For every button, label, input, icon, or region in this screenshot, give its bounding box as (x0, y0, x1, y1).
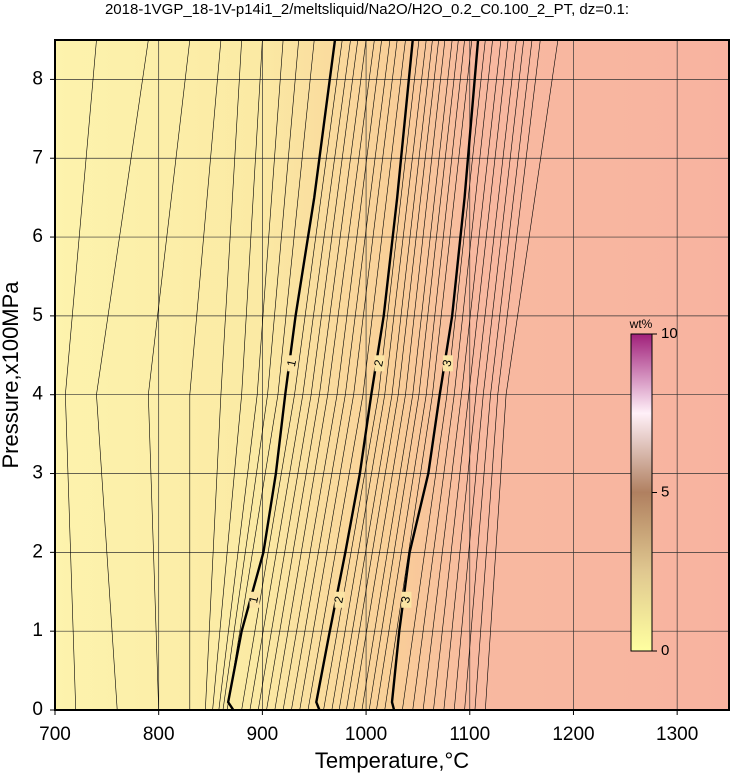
minor-contour (346, 39, 439, 711)
contour-label: 3 (398, 595, 413, 605)
colorbar-ticks: 0 5 10 (652, 325, 678, 659)
contour-label: 2 (371, 358, 386, 368)
minor-contour (249, 39, 351, 711)
minor-contour (226, 39, 315, 711)
minor-contour (353, 39, 446, 711)
contour-label-bg (249, 591, 260, 608)
contour-label-bg (401, 591, 412, 608)
minor-contour (148, 39, 191, 711)
minor-contour (412, 39, 493, 711)
contour-label: 1 (246, 595, 261, 605)
colorbar (630, 333, 653, 652)
y-tick-label: 7 (32, 147, 43, 168)
y-tick-label: 3 (32, 463, 43, 484)
minor-contour (464, 39, 533, 711)
contour-label-bg (374, 355, 385, 372)
minor-contour (212, 39, 263, 711)
minor-contour (485, 39, 559, 711)
minor-contour (65, 39, 97, 711)
minor-contour (291, 39, 391, 711)
colorbar-label: wt% (629, 317, 653, 331)
minor-contour (218, 39, 284, 711)
contour-label: 1 (284, 358, 299, 368)
minor-contour (443, 39, 517, 711)
colorbar-tick-label: 10 (661, 325, 678, 342)
y-tick-label: 0 (32, 699, 43, 720)
contours: 1 1 2 2 3 3 (65, 39, 559, 711)
minor-contour (338, 39, 433, 711)
minor-contour (368, 39, 459, 711)
minor-contour (384, 39, 473, 711)
x-axis-label: Temperature,°C (315, 748, 469, 773)
chart-title: 2018-1VGP_18-1V-p14i1_2/meltsliquid/Na2O… (105, 1, 629, 18)
major-contour (390, 39, 480, 711)
y-tick-label: 2 (32, 541, 43, 562)
x-tick-label: 1300 (656, 724, 698, 745)
minor-contour (433, 39, 509, 711)
colorbar-tick-label: 5 (661, 483, 669, 500)
minor-contour (257, 39, 359, 711)
minor-contour (474, 39, 541, 711)
colorbar-tick-label: 0 (661, 642, 669, 659)
minor-contour (299, 39, 398, 711)
y-tick-label: 5 (32, 305, 43, 326)
minor-contour (307, 39, 406, 711)
minor-contour (453, 39, 524, 711)
minor-contour (361, 39, 453, 711)
minor-contour (189, 39, 222, 710)
x-tick-label: 1100 (449, 724, 490, 745)
minor-contour (282, 39, 382, 711)
y-tick-label: 6 (32, 226, 43, 247)
contour-label-bg (334, 591, 345, 608)
contour-label: 3 (440, 358, 455, 368)
x-tick-label: 1200 (552, 724, 594, 745)
major-contour (315, 39, 414, 711)
y-tick-label: 8 (32, 68, 43, 89)
minor-contour (205, 39, 242, 711)
contour-label-bg (442, 355, 453, 372)
minor-contour (402, 39, 486, 711)
plot-background (55, 40, 729, 710)
minor-contour (274, 39, 375, 711)
minor-contour (331, 39, 427, 711)
plot-frame (54, 39, 730, 711)
y-tick-label: 4 (32, 384, 43, 405)
x-tick-label: 1000 (345, 724, 387, 745)
minor-contour (376, 39, 465, 711)
x-tick-label: 900 (247, 724, 279, 745)
minor-contour (422, 39, 502, 711)
minor-contour (266, 39, 367, 711)
minor-contour (222, 39, 299, 711)
minor-contour (96, 39, 149, 711)
x-tick-label: 800 (143, 724, 175, 745)
major-contour (226, 39, 337, 711)
x-tick-label: 700 (39, 724, 71, 745)
contour-label-bg (287, 355, 298, 372)
y-tick-label: 1 (32, 620, 43, 641)
y-axis-label: Pressure,x100MPa (0, 281, 23, 469)
contour-label: 2 (331, 595, 346, 605)
